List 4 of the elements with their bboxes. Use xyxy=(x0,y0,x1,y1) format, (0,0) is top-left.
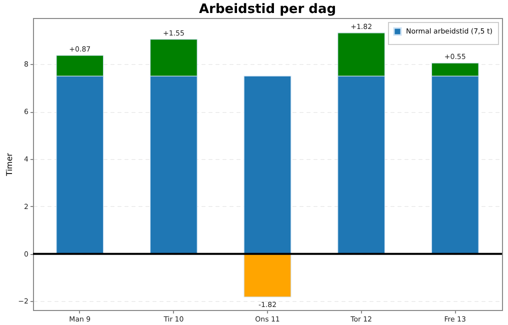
bar xyxy=(244,254,292,298)
chart-title: Arbeidstid per dag xyxy=(198,2,336,17)
bar xyxy=(244,76,292,254)
y-axis-title: Timer xyxy=(5,152,14,177)
